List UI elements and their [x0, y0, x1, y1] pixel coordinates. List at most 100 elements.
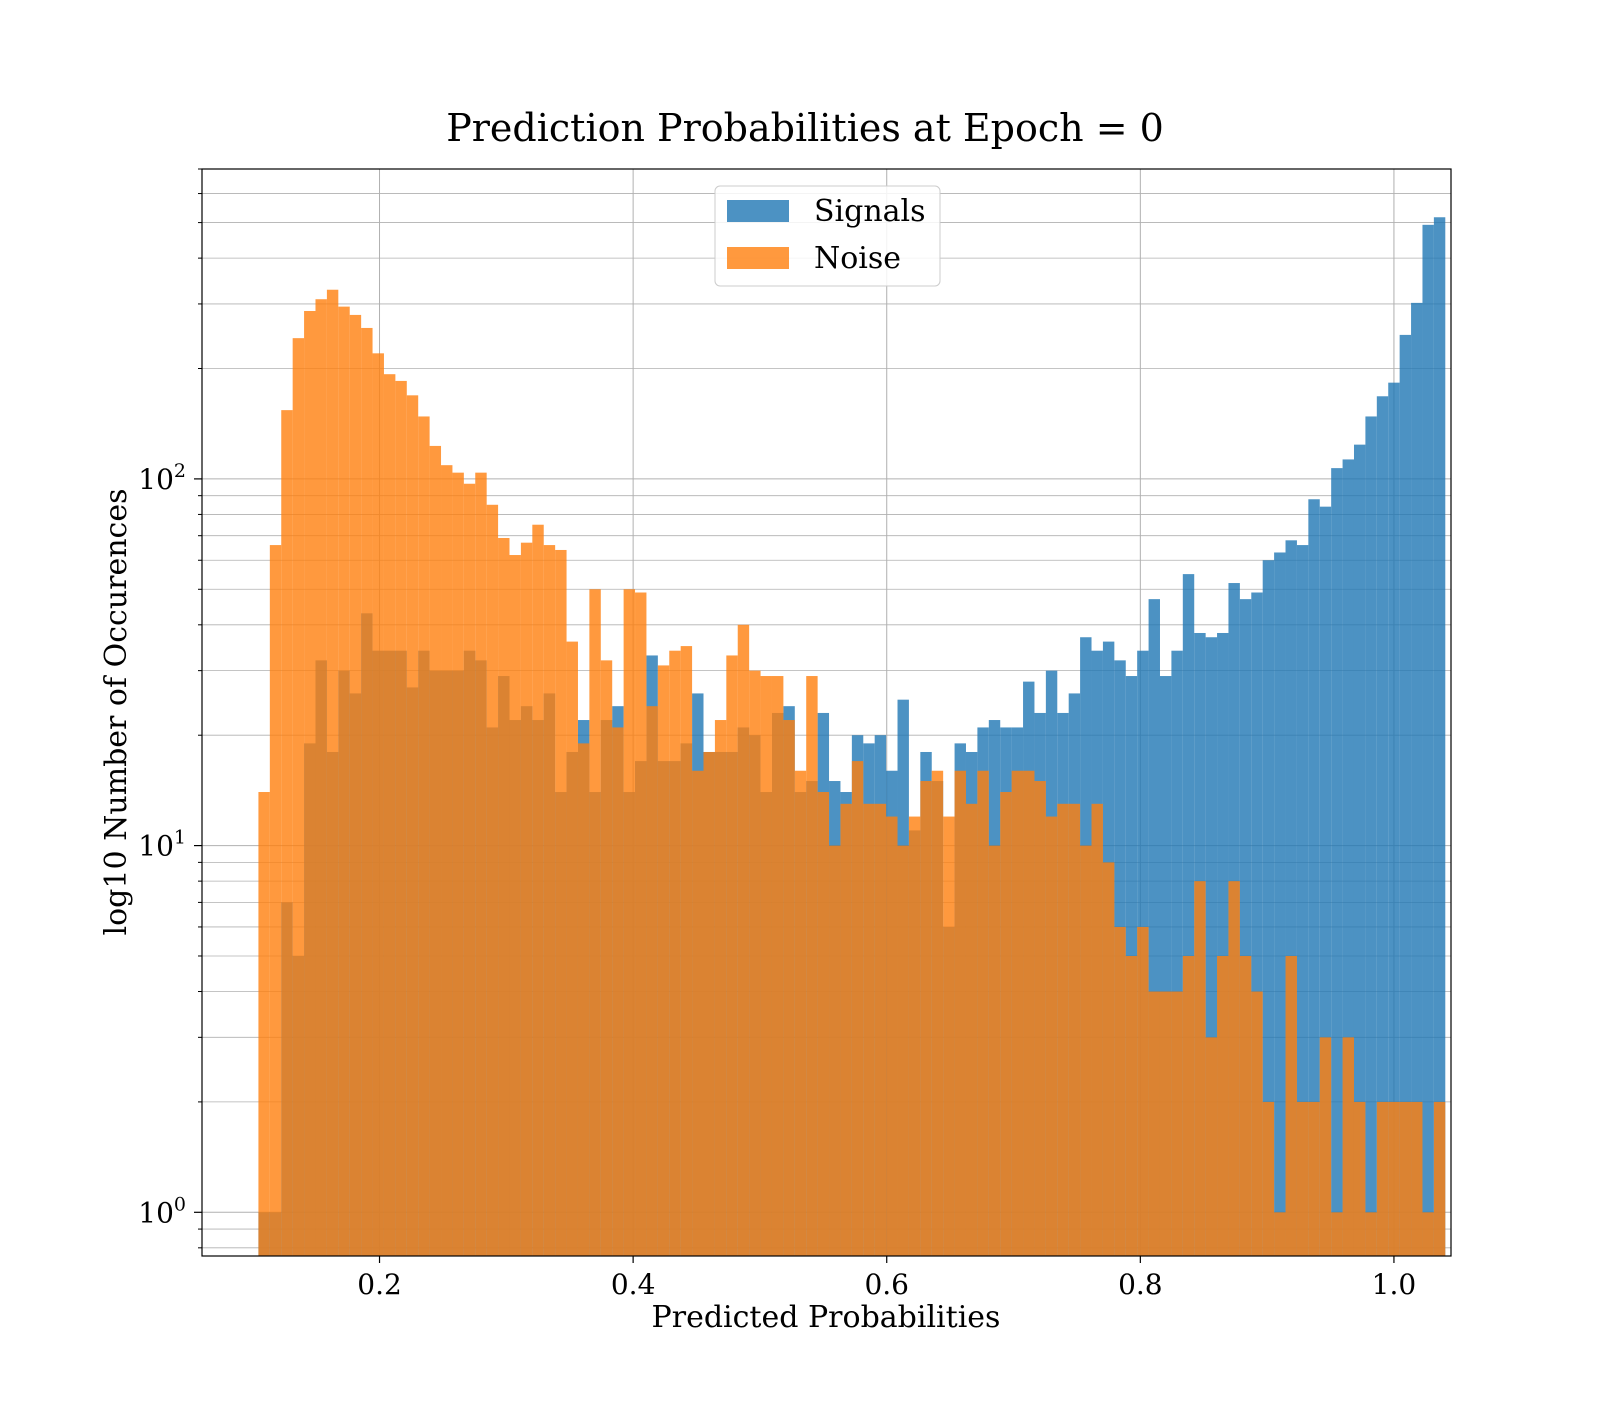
noise-bar [577, 743, 590, 1256]
signals-bar [1205, 637, 1218, 1256]
x-tick-label: 0.6 [864, 1268, 909, 1301]
noise-bar [441, 465, 453, 1256]
signals-bar [1422, 224, 1434, 1256]
noise-bar [1205, 1037, 1218, 1256]
noise-bar [669, 650, 681, 1256]
signals-bar [1365, 416, 1377, 1256]
noise-bar [1080, 845, 1092, 1256]
noise-bar [1422, 1212, 1434, 1256]
plot-frame [201, 168, 1452, 1257]
noise-bar [817, 792, 830, 1256]
noise-bar [783, 720, 795, 1256]
signals-bar [1274, 552, 1286, 1256]
noise-bar [1000, 792, 1012, 1256]
noise-bar [1011, 770, 1024, 1256]
signals-bar [1296, 545, 1309, 1256]
noise-bar [338, 306, 350, 1257]
signals-bar [1331, 468, 1343, 1256]
noise-bar [829, 845, 841, 1256]
signals-bar [1411, 302, 1423, 1256]
noise-bar [726, 655, 738, 1256]
signals-bar [1262, 560, 1275, 1256]
noise-bar [395, 380, 407, 1256]
signals-bar [1159, 676, 1172, 1256]
noise-bar [1159, 991, 1172, 1256]
noise-bar [931, 770, 944, 1256]
noise-bar [680, 646, 693, 1256]
noise-bar [361, 327, 373, 1256]
noise-bar [1194, 881, 1206, 1256]
noise-bar [612, 727, 624, 1256]
noise-bar [954, 770, 966, 1256]
signals-bar [1342, 459, 1354, 1257]
noise-bar [1388, 1101, 1400, 1256]
noise-bar [1171, 991, 1183, 1256]
noise-bar [498, 537, 510, 1256]
noise-bar [1045, 816, 1058, 1256]
noise-bar [1331, 1212, 1343, 1256]
signals-bar [1171, 650, 1183, 1256]
noise-bar [1182, 955, 1195, 1256]
noise-bar [406, 395, 419, 1256]
noise-bar [851, 761, 864, 1256]
noise-bar [749, 670, 761, 1256]
noise-bar [874, 803, 887, 1256]
noise-bar [452, 472, 464, 1256]
noise-bar [520, 542, 533, 1256]
signals-bar [1182, 574, 1195, 1256]
signals-bar [1217, 632, 1229, 1256]
signals-bar [1433, 217, 1446, 1256]
noise-bar [1296, 1101, 1309, 1256]
noise-bar [1068, 803, 1081, 1256]
noise-bar [555, 549, 567, 1256]
noise-bar [1114, 926, 1126, 1256]
noise-bars [258, 289, 1446, 1257]
noise-bar [703, 751, 715, 1256]
noise-bar [988, 845, 1001, 1256]
noise-bar [1091, 803, 1103, 1256]
noise-bar [543, 545, 556, 1256]
x-tick-label: 1.0 [1372, 1268, 1417, 1301]
noise-bar [463, 483, 476, 1257]
noise-bar [806, 676, 818, 1256]
legend-swatch-signals [727, 200, 789, 222]
noise-bar [1217, 955, 1229, 1256]
signals-bar [1319, 506, 1332, 1256]
noise-bar [258, 792, 270, 1256]
noise-bar [794, 770, 807, 1256]
noise-bar [692, 770, 704, 1256]
noise-bar [771, 676, 784, 1256]
noise-bar [418, 416, 430, 1256]
noise-bar [1239, 955, 1252, 1256]
y-tick-label: 101 [138, 827, 186, 863]
noise-bar [1137, 926, 1149, 1256]
noise-bar [1319, 1037, 1332, 1256]
noise-bar [1411, 1101, 1423, 1256]
noise-bar [737, 624, 750, 1256]
signals-bar [1388, 382, 1400, 1257]
noise-bar [589, 589, 601, 1256]
noise-bar [372, 353, 384, 1256]
signals-bar [1239, 599, 1252, 1256]
legend-label-signals: Signals [814, 194, 926, 229]
noise-bar [908, 816, 921, 1256]
noise-bar [760, 676, 772, 1256]
noise-bar [315, 299, 327, 1256]
signals-bar [1353, 444, 1366, 1257]
noise-bar [886, 816, 898, 1256]
x-axis-label: Predicted Probabilities [652, 1300, 1001, 1335]
noise-bar [292, 338, 305, 1257]
signals-bar [1308, 499, 1320, 1256]
noise-bar [1102, 862, 1115, 1256]
noise-bar [623, 589, 636, 1256]
x-axis-ticks: 0.2 0.4 0.6 0.8 1.0 [357, 1256, 1416, 1301]
noise-bar [1125, 955, 1138, 1256]
noise-bar [1148, 991, 1160, 1256]
noise-bar [326, 289, 339, 1256]
chart-legend: Signals Noise [714, 185, 941, 287]
noise-bar [977, 770, 989, 1256]
chart-title: Prediction Probabilities at Epoch = 0 [446, 106, 1164, 150]
noise-bar [281, 410, 293, 1256]
